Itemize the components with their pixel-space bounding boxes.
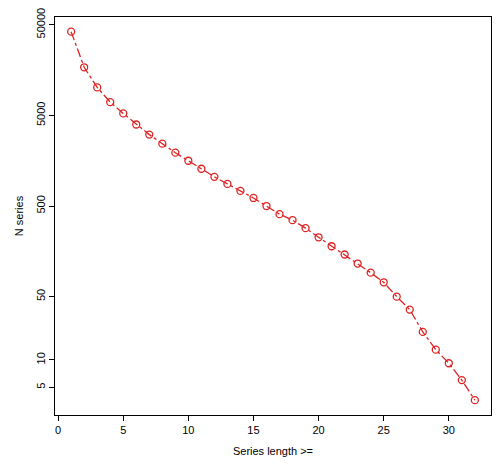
svg-text:5: 5 bbox=[120, 424, 126, 436]
svg-text:10: 10 bbox=[182, 424, 194, 436]
svg-text:5: 5 bbox=[35, 383, 47, 389]
svg-text:500: 500 bbox=[35, 195, 47, 213]
svg-text:50: 50 bbox=[35, 289, 47, 301]
svg-text:5000: 5000 bbox=[35, 102, 47, 126]
svg-text:15: 15 bbox=[247, 424, 259, 436]
svg-text:30: 30 bbox=[443, 424, 455, 436]
svg-text:Series length >=: Series length >= bbox=[233, 445, 313, 457]
svg-text:N series: N series bbox=[13, 195, 25, 236]
svg-text:10: 10 bbox=[35, 352, 47, 364]
svg-text:25: 25 bbox=[378, 424, 390, 436]
svg-text:20: 20 bbox=[312, 424, 324, 436]
svg-text:50000: 50000 bbox=[35, 8, 47, 39]
svg-text:0: 0 bbox=[55, 424, 61, 436]
